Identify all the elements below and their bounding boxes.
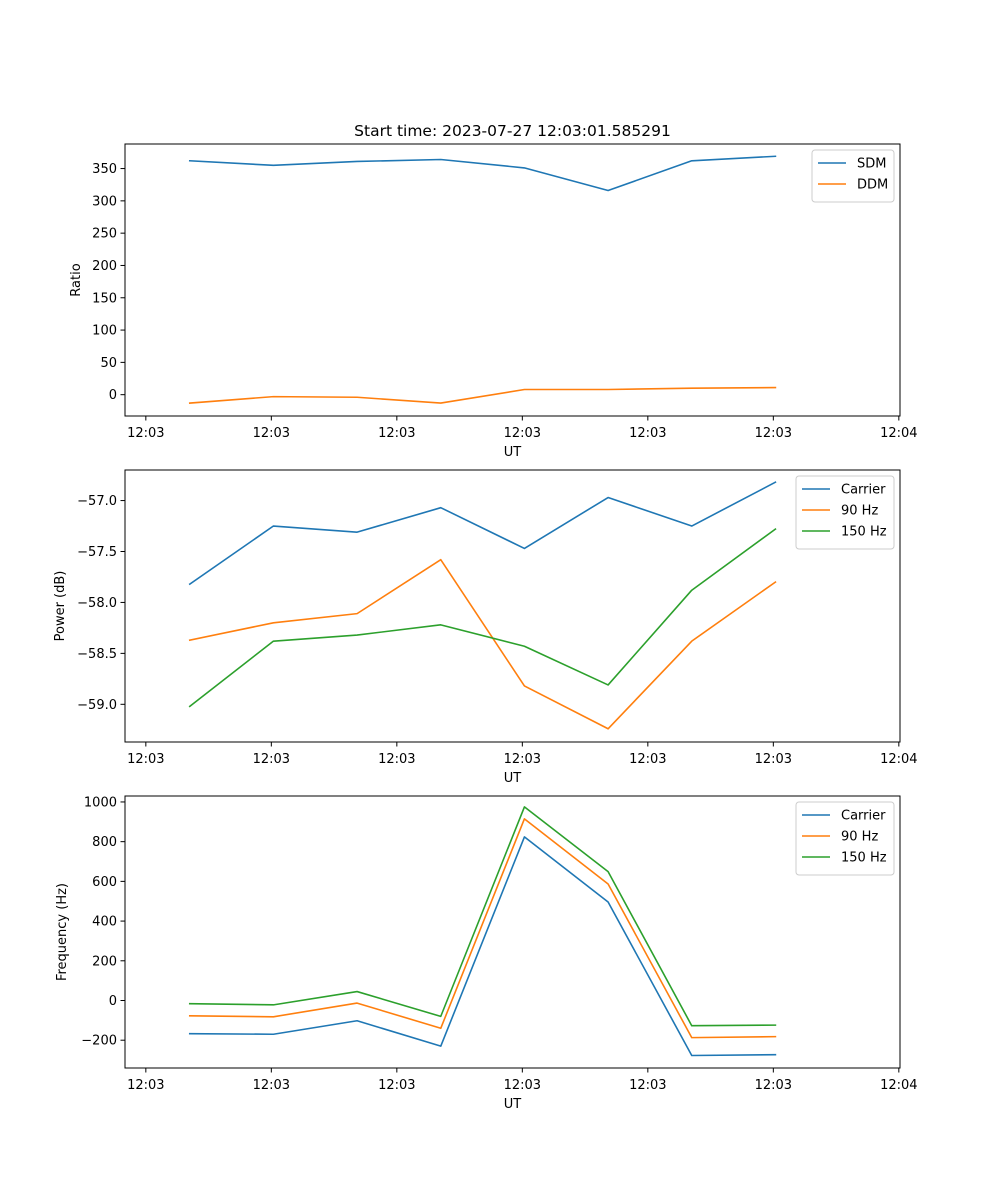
x-tick-label: 12:03	[755, 426, 792, 441]
x-tick-label: 12:03	[504, 752, 541, 767]
axes-frame	[124, 143, 901, 417]
y-tick-label: 300	[92, 194, 117, 209]
legend-label: 90 Hz	[841, 504, 878, 519]
legend-label: 150 Hz	[841, 525, 887, 540]
y-axis-label: Ratio	[69, 263, 84, 296]
series-line-90-hz	[188, 818, 777, 1039]
chart-panel-3: 12:03 12:03 12:03 12:03 12:03 12:03 12:04 −200 0…	[55, 795, 918, 1112]
x-axis-label: UT	[504, 771, 522, 786]
y-tick-label: −57.0	[77, 494, 117, 509]
x-tick-label: 12:03	[755, 752, 792, 767]
y-axis-label: Power (dB)	[53, 571, 68, 642]
y-tick-label: 200	[92, 259, 117, 274]
y-tick-label: −58.5	[77, 647, 117, 662]
y-tick-label: −58.0	[77, 596, 117, 611]
x-tick-label: 12:03	[127, 1078, 164, 1093]
x-tick-label: 12:03	[253, 752, 290, 767]
series-line-ddm	[188, 386, 777, 404]
legend: SDM DDM	[811, 149, 895, 203]
x-tick-label: 12:03	[127, 426, 164, 441]
y-tick-label: 0	[109, 388, 117, 403]
x-tick-label: 12:03	[127, 752, 164, 767]
x-axis-label: UT	[504, 445, 522, 460]
x-tick-label: 12:04	[880, 426, 917, 441]
x-tick-label: 12:04	[880, 752, 917, 767]
series-line-sdm	[188, 155, 777, 192]
y-tick-label: −59.0	[77, 698, 117, 713]
legend-label: Carrier	[841, 809, 886, 824]
y-tick-label: 100	[92, 324, 117, 339]
legend: Carrier 90 Hz 150 Hz	[795, 801, 895, 876]
x-tick-label: 12:03	[629, 752, 666, 767]
y-tick-label: 200	[92, 954, 117, 969]
series-line-carrier	[188, 481, 777, 586]
x-tick-label: 12:03	[253, 1078, 290, 1093]
series-line-150-hz	[188, 806, 777, 1027]
x-tick-label: 12:03	[629, 1078, 666, 1093]
y-tick-label: 1000	[84, 795, 117, 810]
axes-frame	[124, 469, 901, 743]
x-tick-label: 12:03	[378, 752, 415, 767]
x-axis-label: UT	[504, 1097, 522, 1112]
y-tick-label: 350	[92, 162, 117, 177]
y-tick-label: 50	[100, 356, 117, 371]
x-tick-label: 12:03	[378, 426, 415, 441]
y-tick-label: −200	[81, 1034, 117, 1049]
chart-title: Start time: 2023-07-27 12:03:01.585291	[354, 122, 671, 140]
y-tick-label: 150	[92, 291, 117, 306]
chart-panel-1: 12:03 12:03 12:03 12:03 12:03 12:03 12:04 0 50 10…	[69, 143, 918, 460]
legend-label: 90 Hz	[841, 830, 878, 845]
series-line-carrier	[188, 836, 777, 1057]
x-tick-label: 12:03	[378, 1078, 415, 1093]
x-tick-label: 12:03	[755, 1078, 792, 1093]
series-line-150-hz	[188, 527, 777, 708]
legend-label: DDM	[857, 178, 888, 193]
chart-panel-2: 12:03 12:03 12:03 12:03 12:03 12:03 12:04 −59.0…	[53, 469, 918, 786]
series-line-90-hz	[188, 558, 777, 730]
legend-label: 150 Hz	[841, 851, 887, 866]
y-tick-label: 400	[92, 915, 117, 930]
x-tick-label: 12:04	[880, 1078, 917, 1093]
x-tick-label: 12:03	[504, 426, 541, 441]
legend: Carrier 90 Hz 150 Hz	[795, 475, 895, 550]
legend-label: SDM	[857, 157, 886, 172]
x-tick-label: 12:03	[629, 426, 666, 441]
y-tick-label: 0	[109, 994, 117, 1009]
y-tick-label: 600	[92, 875, 117, 890]
y-tick-label: 250	[92, 227, 117, 242]
y-tick-label: −57.5	[77, 545, 117, 560]
x-tick-label: 12:03	[504, 1078, 541, 1093]
axes-frame	[124, 795, 901, 1069]
y-axis-label: Frequency (Hz)	[55, 883, 70, 981]
legend-label: Carrier	[841, 483, 886, 498]
x-tick-label: 12:03	[253, 426, 290, 441]
y-tick-label: 800	[92, 835, 117, 850]
